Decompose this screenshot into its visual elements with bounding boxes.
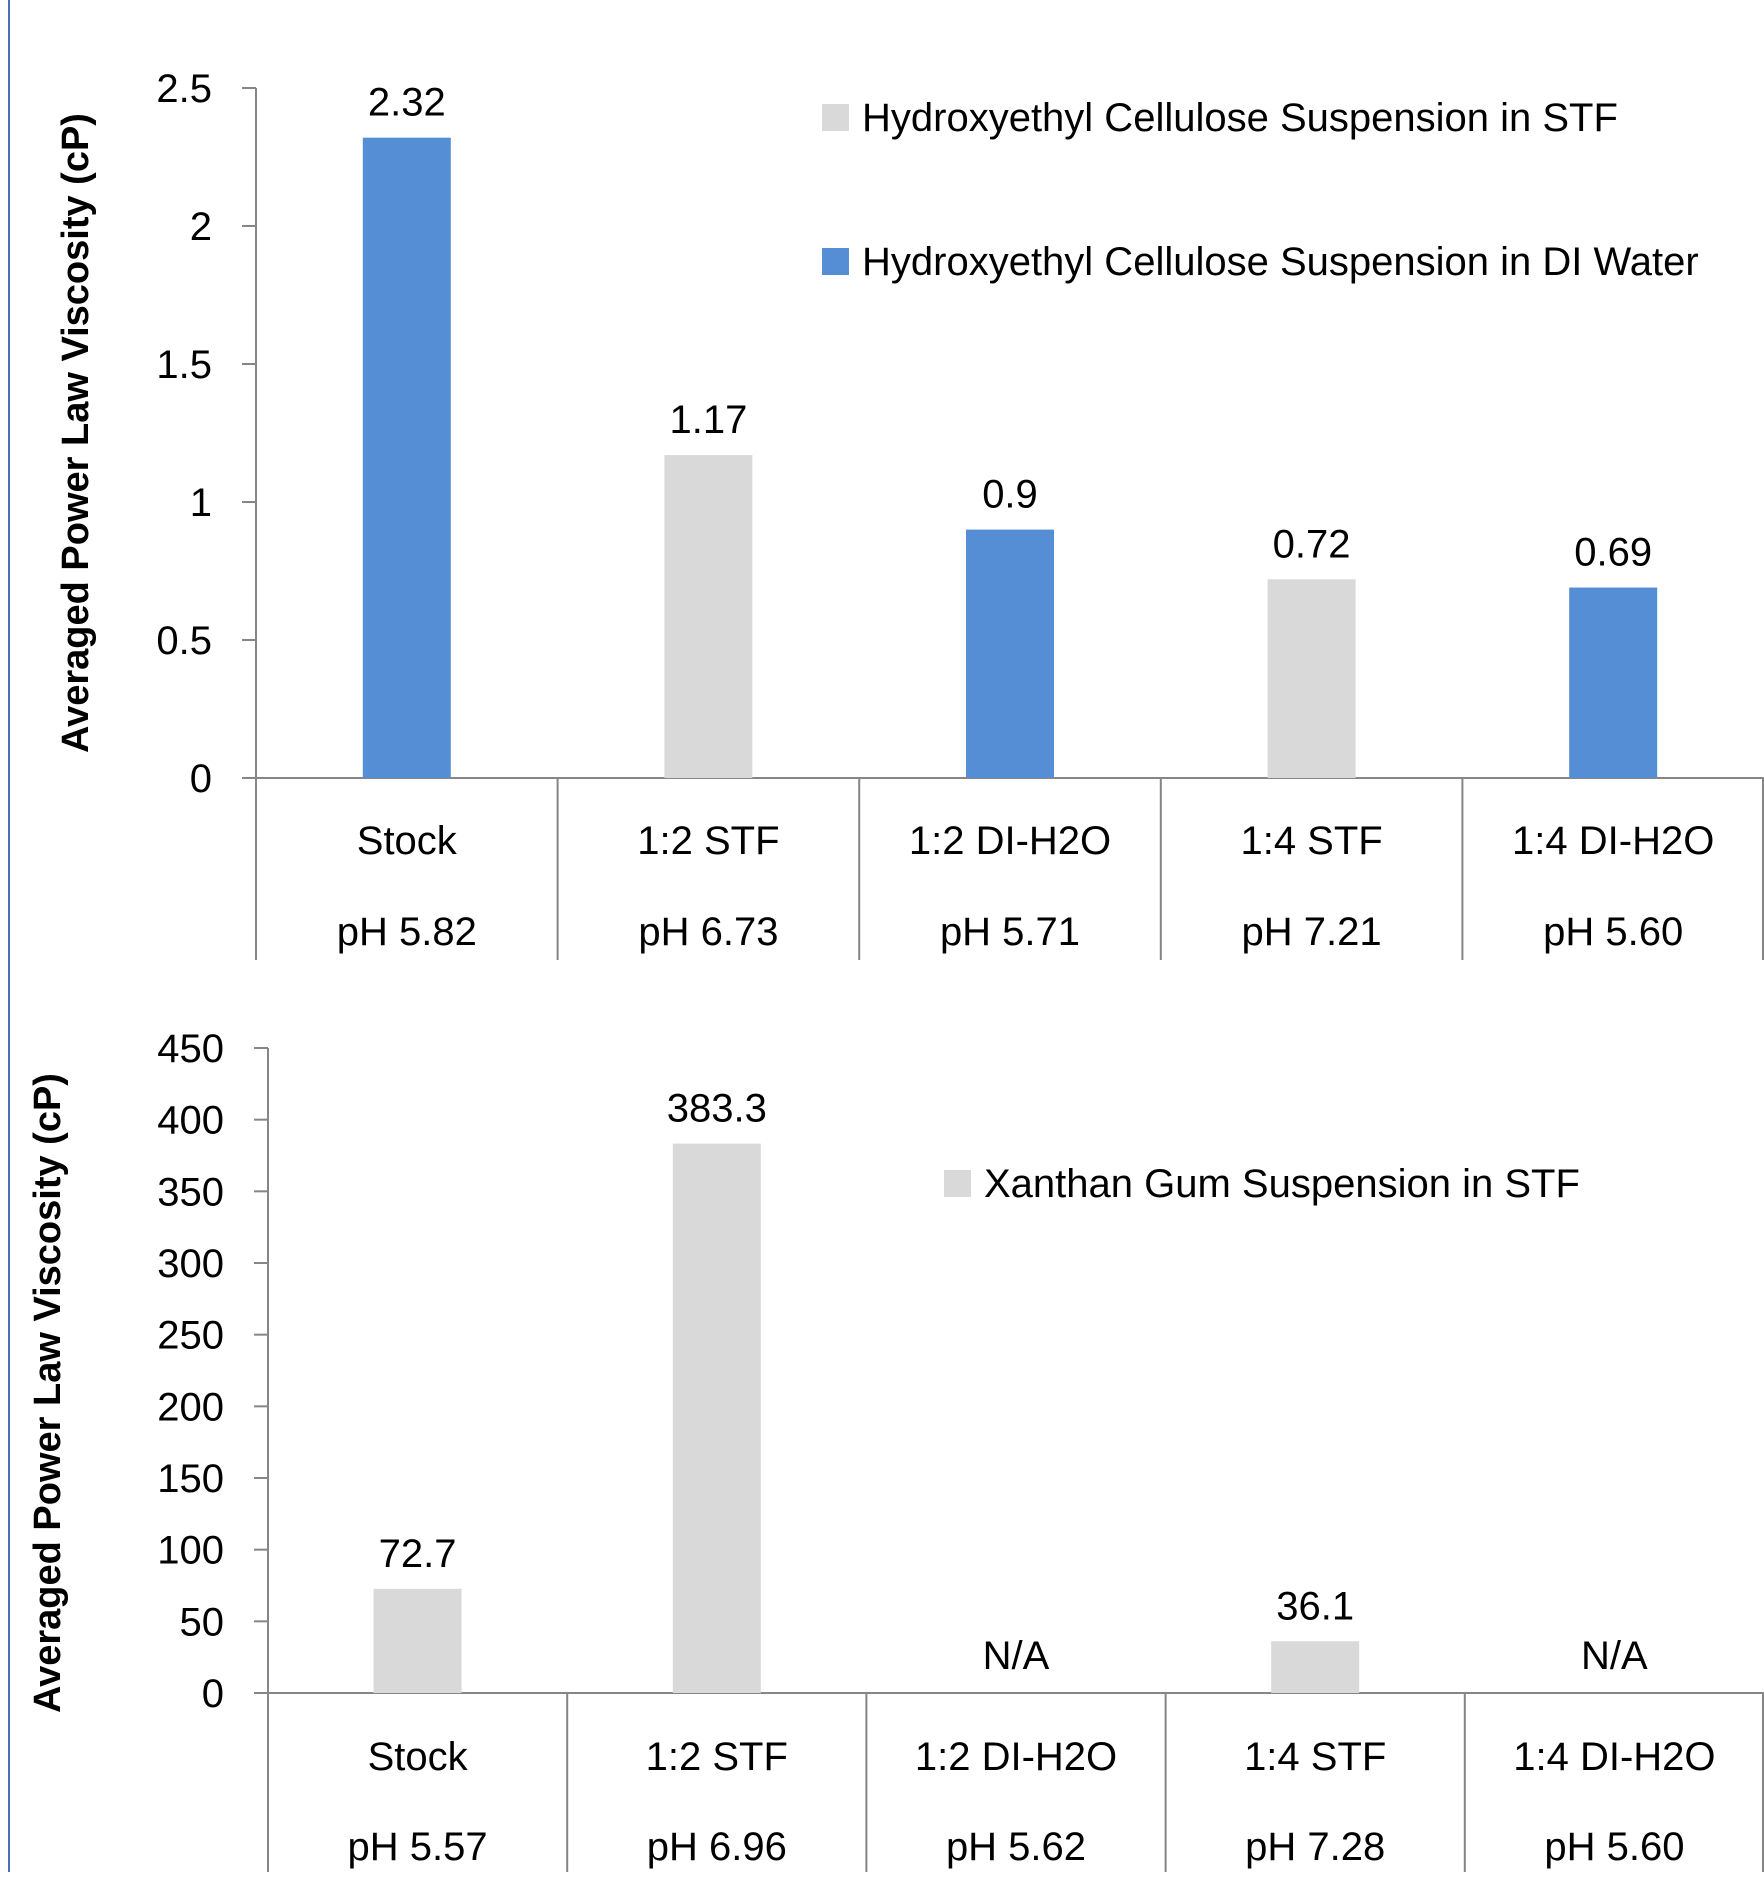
bar bbox=[966, 529, 1054, 778]
category-ph-label: pH 5.62 bbox=[946, 1825, 1086, 1869]
category-ph-label: pH 7.28 bbox=[1245, 1825, 1385, 1869]
y-tick-label: 0 bbox=[202, 1672, 224, 1716]
category-ph-label: pH 5.71 bbox=[940, 910, 1080, 954]
bar bbox=[1271, 1641, 1360, 1693]
y-tick-label: 2 bbox=[190, 205, 212, 249]
y-tick-label: 150 bbox=[157, 1457, 224, 1501]
data-label: N/A bbox=[983, 1634, 1050, 1678]
category-ph-label: pH 5.82 bbox=[337, 910, 477, 954]
category-label: 1:4 DI-H2O bbox=[1513, 1735, 1715, 1779]
data-label: N/A bbox=[1581, 1634, 1648, 1678]
y-tick-label: 0.5 bbox=[156, 619, 212, 663]
bar bbox=[672, 1143, 761, 1693]
bar bbox=[373, 1588, 462, 1693]
frame-border bbox=[8, 0, 10, 1872]
legend-swatch bbox=[944, 1170, 971, 1197]
y-tick-label: 2.5 bbox=[156, 67, 212, 111]
data-label: 0.69 bbox=[1574, 531, 1652, 575]
bar bbox=[664, 455, 753, 778]
y-tick-label: 50 bbox=[180, 1600, 225, 1644]
y-axis-title: Averaged Power Law Viscosity (cP) bbox=[55, 113, 97, 753]
y-tick-label: 250 bbox=[157, 1314, 224, 1358]
y-tick-label: 0 bbox=[190, 757, 212, 801]
data-label: 1.17 bbox=[669, 398, 747, 442]
y-tick-label: 300 bbox=[157, 1242, 224, 1286]
data-label: 0.9 bbox=[982, 473, 1038, 517]
category-label: 1:2 STF bbox=[646, 1735, 788, 1779]
category-label: Stock bbox=[357, 819, 458, 863]
y-tick-label: 450 bbox=[157, 1027, 224, 1071]
data-label: 36.1 bbox=[1276, 1584, 1354, 1628]
category-label: 1:4 DI-H2O bbox=[1512, 819, 1714, 863]
legend-label: Hydroxyethyl Cellulose Suspension in DI … bbox=[862, 240, 1699, 284]
category-ph-label: pH 6.73 bbox=[638, 910, 778, 954]
category-label: 1:2 DI-H2O bbox=[909, 819, 1111, 863]
category-label: 1:4 STF bbox=[1240, 819, 1382, 863]
legend-label: Hydroxyethyl Cellulose Suspension in STF bbox=[862, 96, 1618, 140]
y-tick-label: 350 bbox=[157, 1170, 224, 1214]
legend-swatch bbox=[822, 248, 849, 275]
category-ph-label: pH 5.60 bbox=[1543, 910, 1683, 954]
legend-swatch bbox=[822, 104, 849, 131]
y-tick-label: 200 bbox=[157, 1385, 224, 1429]
category-ph-label: pH 6.96 bbox=[647, 1825, 787, 1869]
bar bbox=[1569, 587, 1658, 778]
legend-label: Xanthan Gum Suspension in STF bbox=[984, 1162, 1580, 1206]
category-ph-label: pH 5.60 bbox=[1544, 1825, 1684, 1869]
category-label: 1:2 DI-H2O bbox=[915, 1735, 1117, 1779]
y-tick-label: 1.5 bbox=[156, 343, 212, 387]
category-label: 1:4 STF bbox=[1244, 1735, 1386, 1779]
category-ph-label: pH 7.21 bbox=[1242, 910, 1382, 954]
y-axis-title: Averaged Power Law Viscosity (cP) bbox=[27, 1073, 69, 1713]
category-label: 1:2 STF bbox=[637, 819, 779, 863]
y-tick-label: 100 bbox=[157, 1529, 224, 1573]
data-label: 2.32 bbox=[368, 81, 446, 125]
bar bbox=[362, 137, 451, 778]
y-tick-label: 1 bbox=[190, 481, 212, 525]
category-ph-label: pH 5.57 bbox=[348, 1825, 488, 1869]
data-label: 0.72 bbox=[1273, 522, 1351, 566]
category-label: Stock bbox=[368, 1735, 469, 1779]
y-tick-label: 400 bbox=[157, 1099, 224, 1143]
data-label: 72.7 bbox=[379, 1532, 457, 1576]
bar bbox=[1267, 579, 1356, 778]
data-label: 383.3 bbox=[667, 1087, 767, 1131]
